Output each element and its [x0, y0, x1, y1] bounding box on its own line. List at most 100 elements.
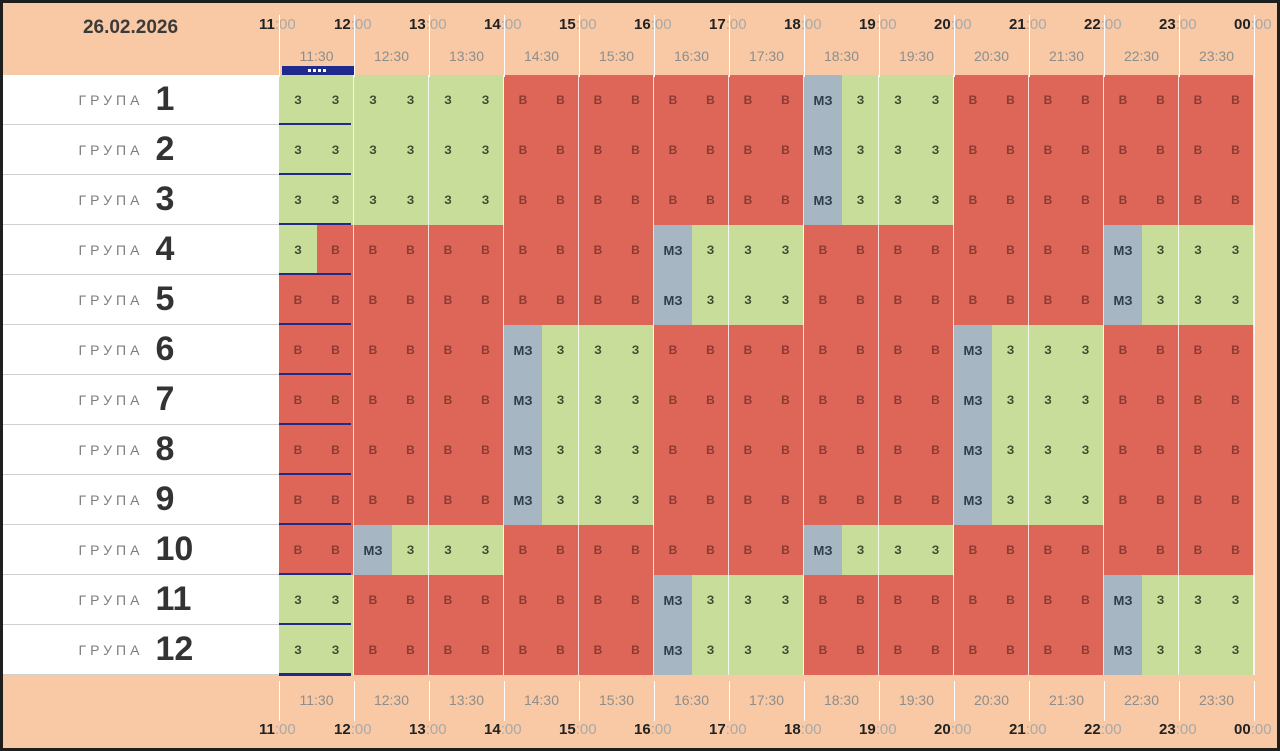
slot-cell[interactable]: В	[579, 75, 618, 125]
slot-cell[interactable]: З	[842, 175, 880, 225]
slot-cell[interactable]: В	[354, 575, 393, 625]
slot-cell[interactable]: В	[429, 325, 468, 375]
slot-cell[interactable]: МЗ	[654, 625, 693, 675]
slot-cell[interactable]: МЗ	[504, 375, 543, 425]
slot-cell[interactable]: В	[429, 425, 468, 475]
slot-cell[interactable]: В	[392, 625, 430, 675]
slot-cell[interactable]: В	[1217, 425, 1255, 475]
slot-cell[interactable]: В	[317, 325, 355, 375]
slot-cell[interactable]: В	[429, 575, 468, 625]
slot-cell[interactable]: В	[1104, 75, 1143, 125]
slot-cell[interactable]: З	[354, 175, 393, 225]
slot-cell[interactable]: З	[767, 275, 805, 325]
slot-cell[interactable]: В	[279, 325, 318, 375]
slot-cell[interactable]: В	[1104, 475, 1143, 525]
slot-cell[interactable]: В	[1142, 475, 1180, 525]
slot-cell[interactable]: З	[1179, 275, 1218, 325]
slot-cell[interactable]: МЗ	[804, 175, 843, 225]
slot-cell[interactable]: В	[467, 575, 505, 625]
slot-cell[interactable]: МЗ	[354, 525, 393, 575]
slot-cell[interactable]: В	[504, 125, 543, 175]
slot-cell[interactable]: В	[392, 575, 430, 625]
slot-cell[interactable]: В	[842, 275, 880, 325]
slot-cell[interactable]: МЗ	[954, 475, 993, 525]
slot-cell[interactable]: В	[542, 525, 580, 575]
slot-cell[interactable]: В	[354, 225, 393, 275]
slot-cell[interactable]: В	[1029, 225, 1068, 275]
slot-cell[interactable]: З	[617, 425, 655, 475]
slot-cell[interactable]: В	[1142, 525, 1180, 575]
slot-cell[interactable]: В	[729, 375, 768, 425]
slot-cell[interactable]: В	[354, 425, 393, 475]
slot-cell[interactable]: В	[579, 175, 618, 225]
slot-cell[interactable]: З	[692, 575, 730, 625]
slot-cell[interactable]: В	[1104, 125, 1143, 175]
slot-cell[interactable]: В	[317, 525, 355, 575]
slot-cell[interactable]: З	[1179, 575, 1218, 625]
slot-cell[interactable]: З	[692, 225, 730, 275]
slot-cell[interactable]: В	[842, 425, 880, 475]
slot-cell[interactable]: З	[917, 125, 955, 175]
slot-cell[interactable]: В	[467, 225, 505, 275]
slot-cell[interactable]: В	[992, 175, 1030, 225]
slot-cell[interactable]: З	[279, 75, 318, 125]
slot-cell[interactable]: В	[579, 575, 618, 625]
slot-cell[interactable]: В	[467, 325, 505, 375]
slot-cell[interactable]: В	[654, 75, 693, 125]
slot-cell[interactable]: З	[317, 575, 355, 625]
slot-cell[interactable]: В	[1179, 75, 1218, 125]
slot-cell[interactable]: В	[429, 475, 468, 525]
slot-cell[interactable]: В	[542, 575, 580, 625]
slot-cell[interactable]: В	[767, 475, 805, 525]
slot-cell[interactable]: В	[917, 375, 955, 425]
slot-cell[interactable]: В	[1142, 425, 1180, 475]
slot-cell[interactable]: З	[617, 475, 655, 525]
slot-cell[interactable]: В	[767, 375, 805, 425]
slot-cell[interactable]: З	[542, 425, 580, 475]
slot-cell[interactable]: З	[279, 125, 318, 175]
slot-cell[interactable]: З	[579, 375, 618, 425]
slot-cell[interactable]: В	[1142, 325, 1180, 375]
slot-cell[interactable]: В	[804, 225, 843, 275]
slot-cell[interactable]: В	[992, 75, 1030, 125]
slot-cell[interactable]: В	[729, 525, 768, 575]
slot-cell[interactable]: З	[729, 225, 768, 275]
slot-cell[interactable]: В	[1142, 175, 1180, 225]
slot-cell[interactable]: З	[767, 575, 805, 625]
slot-cell[interactable]: З	[1217, 625, 1255, 675]
slot-cell[interactable]: МЗ	[804, 525, 843, 575]
slot-cell[interactable]: В	[1029, 175, 1068, 225]
slot-cell[interactable]: З	[392, 175, 430, 225]
slot-cell[interactable]: В	[692, 475, 730, 525]
slot-cell[interactable]: З	[767, 225, 805, 275]
slot-cell[interactable]: МЗ	[954, 375, 993, 425]
slot-cell[interactable]: В	[729, 125, 768, 175]
slot-cell[interactable]: В	[654, 375, 693, 425]
slot-cell[interactable]: В	[804, 275, 843, 325]
slot-cell[interactable]: В	[317, 425, 355, 475]
slot-cell[interactable]: В	[504, 225, 543, 275]
slot-cell[interactable]: В	[879, 625, 918, 675]
slot-cell[interactable]: В	[467, 625, 505, 675]
slot-cell[interactable]: В	[354, 475, 393, 525]
slot-cell[interactable]: В	[542, 225, 580, 275]
slot-cell[interactable]: З	[467, 525, 505, 575]
slot-cell[interactable]: МЗ	[954, 325, 993, 375]
slot-cell[interactable]: З	[429, 125, 468, 175]
slot-cell[interactable]: В	[1142, 375, 1180, 425]
slot-cell[interactable]: В	[504, 275, 543, 325]
slot-cell[interactable]: В	[467, 375, 505, 425]
slot-cell[interactable]: В	[879, 325, 918, 375]
slot-cell[interactable]: В	[692, 525, 730, 575]
slot-cell[interactable]: В	[317, 475, 355, 525]
slot-cell[interactable]: В	[1067, 125, 1105, 175]
slot-cell[interactable]: В	[279, 525, 318, 575]
slot-cell[interactable]: В	[654, 425, 693, 475]
slot-cell[interactable]: В	[1067, 525, 1105, 575]
slot-cell[interactable]: З	[1029, 375, 1068, 425]
slot-cell[interactable]: В	[1029, 525, 1068, 575]
slot-cell[interactable]: В	[1067, 625, 1105, 675]
slot-cell[interactable]: З	[354, 125, 393, 175]
slot-cell[interactable]: З	[579, 425, 618, 475]
slot-cell[interactable]: В	[467, 425, 505, 475]
